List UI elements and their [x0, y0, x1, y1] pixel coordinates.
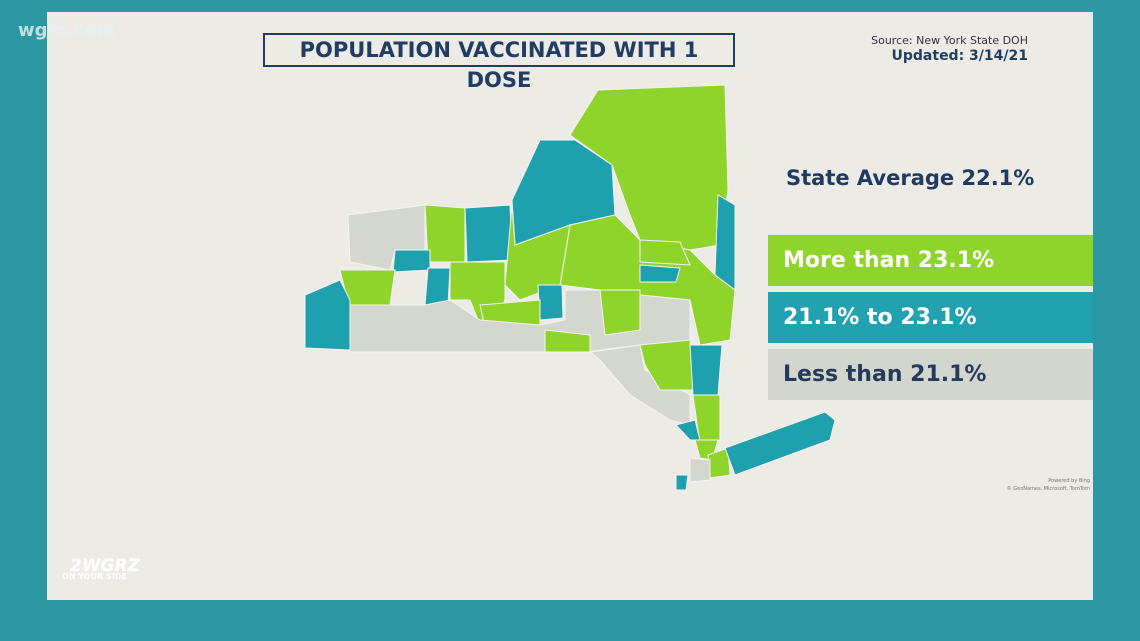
title: POPULATION VACCINATED WITH 1 DOSE — [263, 33, 735, 92]
logo: 2WGRZ — [70, 556, 140, 576]
watermark: wgrz.com — [18, 20, 116, 41]
region — [424, 204, 466, 263]
source: Source: New York State DOH — [871, 34, 1028, 47]
region — [675, 419, 701, 441]
region — [639, 239, 691, 266]
legend-item: Less than 21.1% — [768, 349, 1093, 400]
region — [424, 267, 451, 306]
map-credit: © GeoNames, Microsoft, TomTom — [1006, 486, 1090, 492]
region — [569, 84, 729, 251]
region — [639, 264, 681, 283]
region — [304, 279, 351, 351]
region — [537, 284, 564, 321]
updated: Updated: 3/14/21 — [891, 48, 1028, 64]
legend-item: More than 23.1% — [768, 235, 1093, 286]
region — [692, 394, 721, 446]
region — [675, 474, 689, 491]
logo-tagline: ON YOUR SIDE — [62, 572, 127, 581]
region — [599, 289, 641, 336]
region — [689, 344, 723, 396]
map-credit: Powered by Bing — [1048, 478, 1090, 484]
region — [464, 204, 513, 263]
state-average: State Average 22.1% — [786, 166, 1035, 190]
region — [392, 249, 431, 273]
region — [689, 457, 711, 483]
region — [724, 411, 836, 476]
region — [639, 339, 694, 391]
region — [714, 194, 736, 291]
legend-item: 21.1% to 23.1% — [768, 292, 1093, 343]
